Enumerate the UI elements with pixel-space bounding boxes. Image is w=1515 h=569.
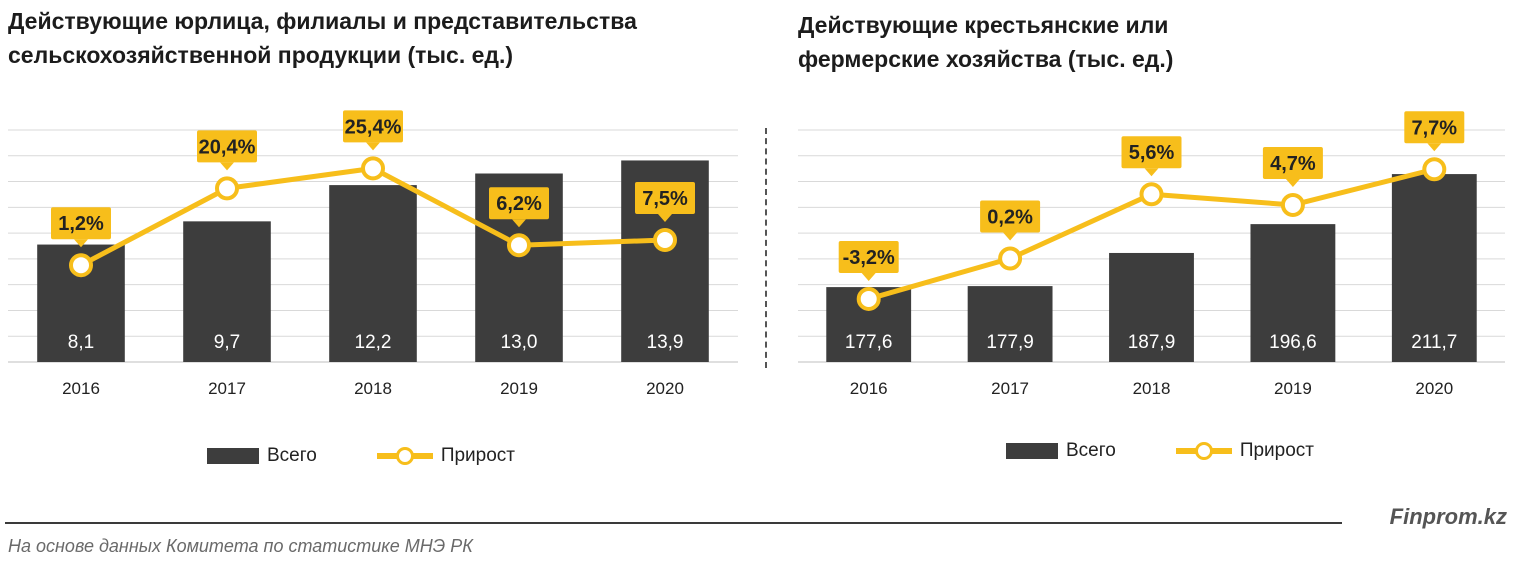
growth-value-label: 6,2% [496, 193, 542, 215]
legend-label: Всего [1066, 440, 1116, 461]
legend-bar-swatch [207, 448, 259, 464]
bar-value-label: 12,2 [355, 332, 392, 353]
growth-value-label: -3,2% [843, 247, 895, 269]
legend-line-swatch [376, 447, 433, 465]
source-note: На основе данных Комитета по статистике … [8, 536, 473, 556]
x-tick-label: 2017 [208, 379, 246, 398]
legend-bar-swatch [1006, 443, 1058, 459]
chart-panel-left: Действующие юрлица, филиалы и представит… [0, 0, 760, 480]
growth-point-2020 [1422, 157, 1447, 182]
legend-label: Прирост [440, 445, 516, 466]
x-tick-label: 2020 [646, 379, 684, 398]
bar-2017 [967, 286, 1053, 362]
growth-label-pointer [1285, 178, 1300, 187]
x-tick-label: 2016 [850, 379, 888, 398]
x-tick-label: 2018 [354, 379, 392, 398]
bar-value-label: 9,7 [214, 332, 240, 353]
growth-label-box [838, 240, 899, 273]
bar-value-label: 177,6 [845, 332, 893, 353]
growth-label-box [635, 182, 695, 214]
growth-label-pointer [658, 214, 672, 222]
growth-label-pointer [512, 219, 526, 228]
growth-point-2018 [1139, 182, 1164, 207]
bar-value-label: 211,7 [1411, 332, 1457, 353]
chart-area: 8,1 9,7 12,2 13,0 13,9 2016 2017 2018 2019 2020 1,… [8, 110, 738, 398]
legend-item-growth: Прирост [376, 445, 516, 467]
growth-point-2017 [998, 246, 1023, 271]
growth-value-label: 1,2% [58, 213, 104, 235]
bar-2018 [329, 185, 417, 362]
footer-divider [5, 522, 1342, 524]
bar-value-label: 177,9 [986, 332, 1034, 353]
growth-point-2019 [507, 233, 531, 258]
chart-title: Действующие юрлица, филиалы и представит… [8, 8, 637, 68]
growth-label-pointer [1427, 143, 1442, 152]
growth-label-box [343, 110, 403, 143]
growth-label-box [197, 130, 257, 163]
x-tick-label: 2019 [500, 379, 538, 398]
growth-label-box [489, 187, 549, 220]
x-tick-label: 2017 [991, 379, 1029, 398]
chart-title: Действующие крестьянские или фермерские … [798, 12, 1174, 72]
growth-label-pointer [74, 239, 88, 248]
bar-2020 [1391, 174, 1477, 362]
growth-label-pointer [861, 272, 876, 281]
bar-value-label: 187,9 [1128, 332, 1176, 353]
growth-label-pointer [1144, 168, 1159, 177]
bar-value-label: 196,6 [1269, 332, 1317, 353]
x-tick-label: 2016 [62, 379, 100, 398]
x-tick-label: 2020 [1415, 379, 1453, 398]
legend-item-growth: Прирост [1175, 440, 1315, 462]
bar-value-label: 8,1 [68, 332, 94, 353]
brand-logo-text: Finprom.kz [1389, 504, 1507, 529]
growth-value-label: 0,2% [987, 206, 1033, 228]
growth-point-2018 [361, 156, 385, 181]
bar-value-label: 13,0 [501, 332, 538, 353]
legend-item-total: Всего [1006, 440, 1116, 462]
growth-point-2016 [69, 253, 93, 278]
growth-value-label: 4,7% [1270, 153, 1316, 175]
growth-value-label: 5,6% [1129, 142, 1175, 164]
growth-label-pointer [366, 142, 380, 151]
legend: Всего Прирост [207, 445, 575, 467]
bar-value-label: 13,9 [647, 332, 684, 353]
growth-value-label: 7,7% [1412, 117, 1458, 139]
growth-label-box [980, 200, 1041, 233]
growth-label-box [1262, 146, 1323, 179]
legend-item-total: Всего [207, 445, 317, 467]
growth-label-pointer [1003, 232, 1018, 241]
growth-label-box [1121, 136, 1182, 169]
growth-label-box [1404, 111, 1465, 144]
x-tick-label: 2018 [1133, 379, 1171, 398]
growth-point-2017 [215, 176, 239, 201]
growth-label-pointer [220, 162, 234, 171]
chart-panel-right: Действующие крестьянские или фермерские … [790, 0, 1515, 480]
legend-line-swatch [1175, 442, 1232, 460]
legend: Всего Прирост [1006, 440, 1374, 462]
growth-value-label: 7,5% [642, 188, 688, 210]
legend-label: Всего [267, 445, 317, 466]
panel-divider [765, 128, 767, 368]
growth-value-label: 25,4% [345, 116, 402, 138]
chart-area: 177,6 177,9 187,9 196,6 211,7 2016 2017 2018 201… [798, 111, 1505, 398]
x-tick-label: 2019 [1274, 379, 1312, 398]
growth-point-2016 [856, 286, 881, 311]
growth-label-box [51, 207, 111, 240]
legend-label: Прирост [1239, 440, 1315, 461]
bar-2017 [183, 221, 271, 362]
growth-point-2020 [653, 228, 677, 252]
growth-value-label: 20,4% [199, 136, 256, 158]
growth-point-2019 [1280, 192, 1305, 217]
bar-2018 [1109, 252, 1194, 362]
bar-2019 [1250, 224, 1336, 362]
